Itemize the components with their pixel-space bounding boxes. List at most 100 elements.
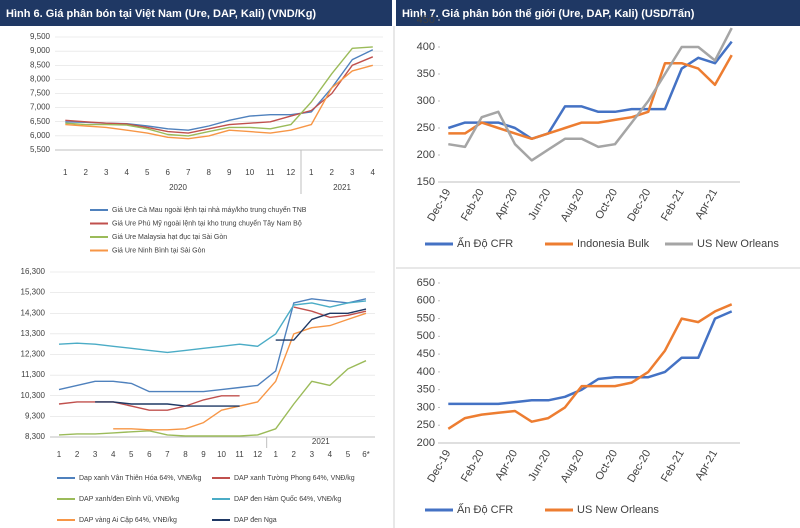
y-tick-label: 400 [417,366,435,378]
y-tick-label: 15,300 [21,288,46,297]
x-tick-label: Apr-21 [693,187,720,222]
series-line [58,306,367,411]
y-tick-label: 9,300 [25,411,46,420]
legend-label: DAP đen Nga [234,517,277,524]
y-tick-label: 350 [417,384,435,396]
x-group-label: 2021 [333,183,351,192]
y-tick-label: 12,300 [21,350,46,359]
legend-label: US New Orleans [697,238,779,250]
series-line [58,360,367,437]
x-tick-label: 9 [227,168,232,177]
y-tick-label: 550 [417,312,435,324]
x-tick-label: 5 [346,450,351,459]
x-tick-label: 1 [309,168,314,177]
x-tick-label: 6 [166,168,171,177]
header-bar [396,0,800,26]
y-tick-label: 450 [417,348,435,360]
legend-label: Ấn Độ CFR [457,503,513,516]
legend-label: Giá Ure Phú Mỹ ngoài lệnh tại kho trung … [112,219,302,227]
x-tick-label: 1 [63,168,68,177]
x-tick-label: Oct-20 [593,448,620,483]
y-tick-label: 7,500 [30,89,51,98]
x-tick-label: 4 [111,450,116,459]
header: Hình 6. Giá phân bón tại Việt Nam (Ure, … [6,8,316,20]
y-tick-label: 7,000 [30,103,51,112]
x-tick-label: 2 [292,450,297,459]
x-tick-label: 11 [266,168,275,177]
y-tick-label: 300 [417,95,435,107]
series-line [65,64,373,140]
series-line [448,54,733,141]
x-group-label: 2021 [312,437,330,446]
series-line [65,49,374,131]
x-group-label: 2020 [169,183,187,192]
legend-label: Dap xanh Vân Thiên Hóa 64%, VNĐ/kg [79,475,202,482]
y-tick-label: 8,000 [30,74,51,83]
x-tick-label: 7 [165,450,170,459]
y-tick-label: 300 [417,401,435,413]
x-tick-label: Feb-21 [659,448,687,484]
y-tick-label: 10,300 [21,391,46,400]
x-tick-label: 3 [93,450,98,459]
x-tick-label: Feb-20 [459,448,487,484]
x-tick-label: Oct-20 [593,187,620,222]
x-tick-label: 4 [328,450,333,459]
x-tick-label: 8 [183,450,188,459]
x-tick-label: Dec-20 [625,448,653,485]
x-tick-label: Dec-19 [425,187,453,224]
legend-label: Ấn Độ CFR [457,237,513,250]
legend-label: US New Orleans [577,504,659,516]
legend-label: DAP xanh/đen Đình Vũ, VNĐ/kg [79,496,179,503]
y-tick-label: 13,300 [21,329,46,338]
y-tick-label: 200 [417,437,435,449]
y-tick-label: 14,300 [21,308,46,317]
y-tick-label: 6,500 [30,117,51,126]
x-tick-label: 8 [207,168,212,177]
header-bar [0,0,392,26]
series-line [447,40,733,141]
x-tick-label: 10 [245,168,254,177]
series-line [113,312,367,431]
legend-label: Giá Ure Ninh Bình tại Sài Gòn [112,247,205,254]
y-tick-label: 9,000 [30,46,51,55]
x-tick-label: 9 [201,450,206,459]
x-tick-label: 3 [350,168,355,177]
x-tick-label: Jun-20 [526,448,553,483]
x-tick-label: 12 [253,450,262,459]
x-tick-label: 10 [217,450,226,459]
y-tick-label: 600 [417,295,435,307]
y-tick-label: 250 [417,419,435,431]
x-tick-label: 1 [57,450,62,459]
y-tick-label: 9,500 [30,32,51,41]
x-tick-label: 1 [273,450,278,459]
x-tick-label: 6 [147,450,152,459]
series-line [58,300,367,354]
x-tick-label: Jun-20 [526,187,553,222]
legend-label: DAP đen Hàm Quốc 64%, VNĐ/kg [234,494,341,503]
x-tick-label: Feb-20 [459,187,487,223]
x-tick-label: Apr-20 [493,448,520,483]
legend-label: Giá Ure Cà Mau ngoài lệnh tại nhà máy/kh… [112,206,307,214]
x-tick-label: 2 [84,168,89,177]
x-tick-label: 4 [125,168,130,177]
legend-label: Indonesia Bulk [577,238,650,250]
y-tick-label: 8,300 [25,432,46,441]
y-tick-label: 150 [417,176,435,188]
x-tick-label: 5 [145,168,150,177]
x-tick-label: Dec-19 [425,448,453,485]
legend-label: DAP vàng Ai Cập 64%, VNĐ/kg [79,517,177,524]
series-line [65,46,373,137]
x-tick-label: 3 [310,450,315,459]
x-tick-label: 7 [186,168,191,177]
y-tick-label: 400 [417,41,435,53]
y-tick-label: 8,500 [30,60,51,69]
x-tick-label: 6* [362,450,370,459]
y-tick-label: 200 [417,149,435,161]
y-tick-label: 350 [417,68,435,80]
y-tick-label: 11,300 [21,370,45,379]
x-tick-label: 11 [235,450,244,459]
series-line [95,308,367,407]
y-tick-label: 16,300 [21,267,46,276]
x-tick-label: 4 [371,168,376,177]
